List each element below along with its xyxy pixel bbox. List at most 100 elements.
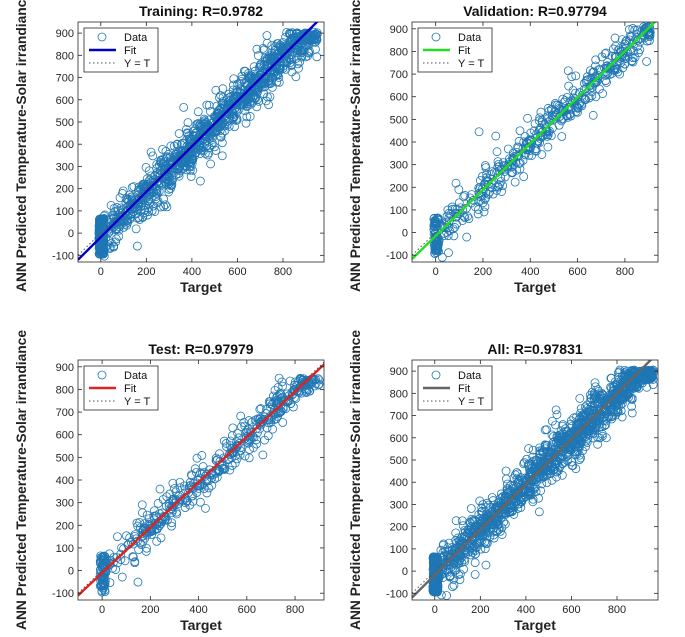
data-point: [275, 408, 285, 418]
x-tick-label: 200: [471, 604, 489, 616]
data-point: [519, 172, 529, 182]
data-point: [611, 41, 621, 51]
data-point: [133, 201, 143, 211]
y-tick-label: 600: [390, 433, 408, 445]
legend-data-marker: [431, 370, 441, 380]
data-point: [515, 158, 525, 168]
data-point: [136, 540, 146, 550]
data-point: [280, 49, 289, 58]
data-point: [548, 465, 558, 475]
data-point: [202, 488, 212, 498]
y-tick-label: 900: [390, 366, 408, 378]
data-point: [185, 161, 195, 171]
data-point: [290, 46, 300, 56]
y-tick-label: 100: [56, 206, 74, 218]
data-point: [192, 453, 202, 463]
data-point: [240, 451, 250, 461]
y-tick-label: 100: [390, 205, 408, 217]
data-point: [535, 467, 544, 477]
data-point: [475, 496, 485, 506]
data-point: [216, 91, 226, 100]
y-tick-label: 0: [68, 228, 74, 240]
data-point: [272, 393, 281, 402]
data-point: [500, 493, 510, 502]
data-point: [127, 208, 137, 218]
y-tick-label: 200: [56, 184, 74, 196]
y-tick-label: 200: [56, 520, 74, 532]
data-point: [537, 479, 547, 489]
data-point: [645, 374, 655, 384]
data-point: [245, 112, 255, 121]
data-point: [519, 137, 529, 147]
data-point: [535, 113, 545, 123]
data-point: [246, 428, 256, 438]
data-point: [547, 445, 557, 455]
data-point: [571, 464, 581, 474]
data-point: [534, 507, 544, 517]
data-point: [142, 510, 152, 520]
data-point: [614, 367, 624, 377]
data-point: [152, 168, 162, 178]
data-point: [219, 436, 229, 446]
data-point: [99, 251, 109, 261]
data-point: [436, 590, 446, 600]
data-point: [262, 54, 272, 63]
data-point: [466, 518, 476, 528]
data-point: [551, 405, 561, 415]
data-point: [490, 167, 499, 177]
data-point: [217, 151, 227, 161]
data-point: [457, 516, 467, 526]
x-tick-label: 800: [286, 604, 304, 616]
data-point: [601, 48, 611, 58]
data-point: [497, 523, 507, 533]
data-point: [286, 399, 296, 409]
data-point: [571, 71, 581, 81]
data-point: [156, 519, 166, 528]
data-point: [513, 469, 522, 479]
data-point: [204, 148, 214, 158]
data-point: [560, 96, 570, 106]
y-tick-label: 500: [390, 455, 408, 467]
data-point: [150, 518, 160, 528]
data-point: [229, 80, 238, 90]
data-point: [163, 150, 173, 159]
data-point: [129, 207, 138, 217]
data-point: [527, 151, 537, 160]
data-point: [115, 222, 124, 232]
data-point: [608, 407, 618, 417]
y-tick-label: 100: [390, 544, 408, 556]
data-point: [99, 211, 109, 221]
data-point: [193, 107, 203, 117]
data-point: [242, 112, 252, 122]
data-point: [138, 190, 148, 200]
data-point: [572, 449, 582, 459]
data-point: [495, 161, 504, 171]
y-tick-label: 200: [390, 522, 408, 534]
data-point: [262, 38, 272, 48]
y-tick-label: 400: [56, 475, 74, 487]
data-point: [558, 443, 568, 453]
data-point: [624, 375, 634, 385]
data-point: [496, 514, 506, 524]
data-point: [227, 453, 237, 463]
data-point: [172, 139, 182, 149]
data-point: [187, 471, 197, 481]
x-tick-label: 600: [562, 604, 580, 616]
data-point: [544, 467, 553, 477]
chart-title: All: R=0.97831: [487, 341, 583, 357]
data-point: [102, 563, 111, 573]
data-point: [593, 439, 603, 449]
data-point: [552, 432, 562, 442]
data-point: [465, 542, 475, 551]
y-axis-label: ANN Predicted Temperature-Solar irrandia…: [347, 330, 363, 630]
data-point: [571, 107, 581, 116]
data-point: [146, 147, 156, 157]
legend-label-fit: Fit: [124, 383, 136, 395]
data-point: [478, 531, 488, 541]
data-point: [459, 192, 469, 202]
data-point: [468, 545, 478, 555]
data-point: [430, 216, 440, 225]
chart-title: Validation: R=0.97794: [463, 3, 607, 19]
